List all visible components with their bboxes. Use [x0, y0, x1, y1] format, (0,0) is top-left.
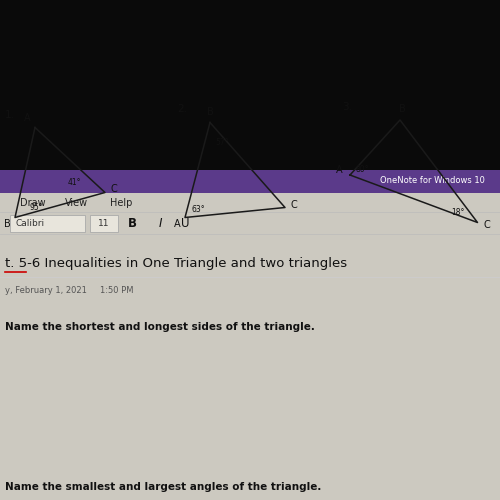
- Text: Help: Help: [110, 198, 132, 207]
- Bar: [0, 212, 500, 234]
- Bar: [0, 170, 500, 500]
- Text: C: C: [290, 200, 298, 209]
- Text: 80°: 80°: [355, 166, 368, 174]
- Text: Name the shortest and longest sides of the triangle.: Name the shortest and longest sides of t…: [5, 322, 315, 332]
- Text: 41°: 41°: [68, 178, 81, 187]
- Text: 63°: 63°: [191, 204, 204, 214]
- Text: U: U: [181, 216, 189, 230]
- Text: Draw: Draw: [20, 198, 46, 207]
- Text: B: B: [399, 104, 406, 115]
- Bar: [0, 193, 500, 212]
- Text: 1.: 1.: [5, 110, 15, 120]
- Text: B: B: [206, 107, 214, 117]
- Text: y, February 1, 2021     1:50 PM: y, February 1, 2021 1:50 PM: [5, 286, 134, 295]
- Bar: [90, 214, 118, 232]
- Text: A: A: [174, 218, 181, 228]
- Text: Calibri: Calibri: [16, 218, 45, 228]
- Bar: [0, 0, 500, 170]
- Text: A: A: [24, 113, 31, 123]
- Text: 95°: 95°: [30, 203, 44, 212]
- Text: I: I: [158, 216, 162, 230]
- Text: A: A: [336, 165, 342, 175]
- Text: 18°: 18°: [452, 208, 465, 217]
- Text: B: B: [128, 216, 137, 230]
- Text: t. 5-6 Inequalities in One Triangle and two triangles: t. 5-6 Inequalities in One Triangle and …: [5, 256, 347, 270]
- Text: 11: 11: [98, 218, 110, 228]
- Bar: [0, 170, 500, 193]
- Text: C: C: [110, 184, 117, 194]
- Text: 57°: 57°: [215, 138, 228, 147]
- Text: Name the smallest and largest angles of the triangle.: Name the smallest and largest angles of …: [5, 482, 322, 492]
- Text: B: B: [4, 218, 11, 228]
- Bar: [10, 214, 85, 232]
- Text: C: C: [483, 220, 490, 230]
- Text: OneNote for Windows 10: OneNote for Windows 10: [380, 176, 485, 185]
- Text: 2.: 2.: [178, 104, 188, 115]
- Text: 3.: 3.: [342, 102, 352, 112]
- Text: View: View: [65, 198, 88, 207]
